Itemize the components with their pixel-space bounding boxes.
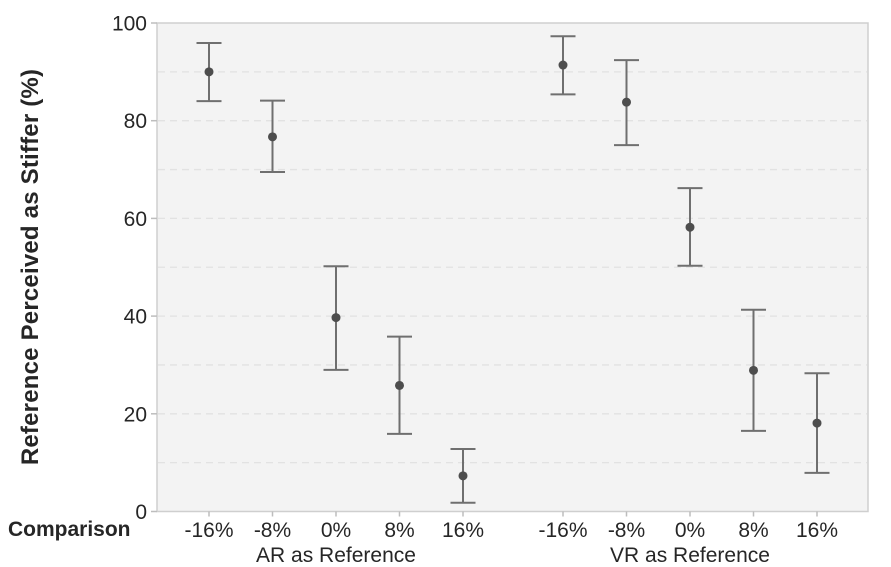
data-point-marker	[812, 418, 822, 428]
x-tick-label: 0%	[675, 519, 705, 542]
x-tick-label: -8%	[608, 519, 645, 542]
x-axis-title: Comparison	[8, 518, 131, 541]
data-point-marker	[458, 471, 468, 481]
y-tick-label: 20	[124, 403, 147, 426]
data-point-marker	[622, 97, 631, 107]
y-tick-label: 100	[112, 13, 147, 36]
data-point-marker	[395, 380, 404, 390]
data-point-marker	[204, 67, 214, 77]
data-point-marker	[749, 365, 758, 375]
y-tick-label: 80	[124, 110, 147, 133]
group-label: AR as Reference	[256, 544, 416, 567]
y-tick-label: 0	[135, 501, 147, 524]
x-tick-label: 16%	[796, 519, 838, 542]
y-axis-title: Reference Perceived as Stiffer (%)	[17, 68, 44, 466]
x-tick-label: -16%	[184, 519, 233, 542]
group-label: VR as Reference	[610, 544, 770, 567]
x-tick-label: 0%	[321, 519, 351, 542]
data-point-marker	[685, 222, 695, 232]
x-tick-label: 8%	[384, 519, 414, 542]
plot-panel-border	[156, 22, 869, 513]
data-point-marker	[331, 313, 341, 323]
x-tick-label: -8%	[254, 519, 291, 542]
x-tick-label: 16%	[442, 519, 484, 542]
y-tick-label: 60	[124, 208, 147, 231]
x-tick-label: 8%	[738, 519, 768, 542]
y-tick-label: 40	[124, 306, 147, 329]
x-tick-label: -16%	[538, 519, 587, 542]
data-point-marker	[558, 60, 568, 70]
data-point-marker	[268, 132, 277, 142]
